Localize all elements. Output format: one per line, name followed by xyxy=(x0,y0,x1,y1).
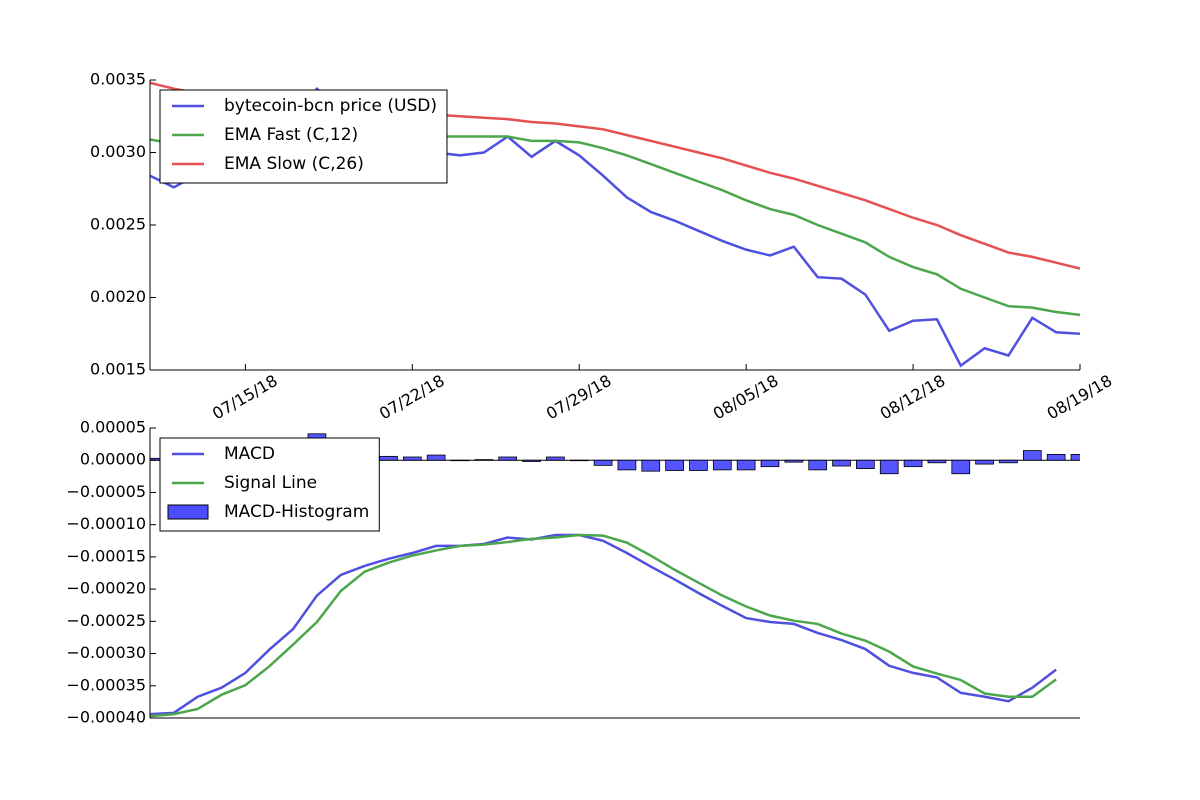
histogram-bar xyxy=(498,456,518,461)
histogram-bar xyxy=(903,459,923,468)
x-tick-label: 08/19/18 xyxy=(1044,371,1116,423)
histogram-bar xyxy=(784,459,804,463)
legend-label: bytecoin-bcn price (USD) xyxy=(224,96,437,116)
histogram-bar xyxy=(569,459,589,462)
legend: MACD Signal Line MACD-Histogram xyxy=(159,437,380,532)
x-tick-label: 07/29/18 xyxy=(543,371,615,423)
histogram-bar xyxy=(879,459,899,475)
histogram-bar xyxy=(1046,454,1066,461)
y-tick-label: −0.00020 xyxy=(66,579,146,598)
series-line xyxy=(150,533,1057,718)
histogram-bar xyxy=(450,459,470,462)
histogram-bar xyxy=(641,459,661,472)
legend-label: Signal Line xyxy=(224,473,317,493)
histogram-bar xyxy=(927,459,947,464)
y-tick-label: 0.0030 xyxy=(90,142,146,161)
histogram-bar xyxy=(975,459,994,465)
legend-label: EMA Fast (C,12) xyxy=(224,125,358,145)
histogram-bar xyxy=(593,459,613,466)
histogram-bar xyxy=(712,459,732,471)
y-tick-label: −0.00030 xyxy=(66,643,146,662)
x-tick-label: 07/15/18 xyxy=(209,371,281,423)
histogram-bar xyxy=(617,459,637,471)
histogram-bar xyxy=(832,459,851,467)
x-tick-label: 08/12/18 xyxy=(877,371,949,423)
histogram-bar xyxy=(379,455,398,461)
histogram-bar xyxy=(736,459,756,471)
histogram-bar xyxy=(1070,454,1080,461)
y-tick-label: 0.0015 xyxy=(90,360,146,379)
legend-label: MACD-Histogram xyxy=(224,502,369,522)
legend: bytecoin-bcn price (USD) EMA Fast (C,12) E… xyxy=(159,89,448,184)
legend-box xyxy=(159,89,448,184)
histogram-bar xyxy=(546,456,565,461)
histogram-bar xyxy=(1022,450,1042,461)
series-line xyxy=(150,533,1057,716)
x-tick-label: 08/05/18 xyxy=(710,371,782,423)
histogram-bar xyxy=(999,459,1018,464)
histogram-bar xyxy=(689,459,708,471)
histogram-bar xyxy=(856,459,875,470)
histogram-bar xyxy=(808,459,828,471)
legend-label: EMA Slow (C,26) xyxy=(224,154,364,174)
y-tick-label: −0.00040 xyxy=(66,708,146,727)
y-tick-label: 0.0035 xyxy=(90,70,146,89)
y-tick-label: 0.0025 xyxy=(90,215,146,234)
legend-swatch xyxy=(167,504,209,520)
y-tick-label: −0.00025 xyxy=(66,611,146,630)
y-tick-label: −0.00015 xyxy=(66,546,146,565)
histogram-bar xyxy=(665,459,684,471)
x-tick-label: 07/22/18 xyxy=(376,371,448,423)
histogram-bar xyxy=(760,459,780,468)
y-tick-label: −0.00035 xyxy=(66,675,146,694)
histogram-bar xyxy=(522,459,541,462)
y-tick-label: 0.0020 xyxy=(90,287,146,306)
histogram-bar xyxy=(951,459,971,475)
histogram-bar xyxy=(402,456,422,461)
legend-label: MACD xyxy=(224,444,275,464)
y-tick-label: 0.00000 xyxy=(80,450,146,469)
y-tick-label: −0.00005 xyxy=(66,482,146,501)
histogram-bar xyxy=(426,454,446,461)
histogram-bar xyxy=(474,459,494,461)
y-tick-label: 0.00005 xyxy=(80,418,146,437)
y-tick-label: −0.00010 xyxy=(66,514,146,533)
